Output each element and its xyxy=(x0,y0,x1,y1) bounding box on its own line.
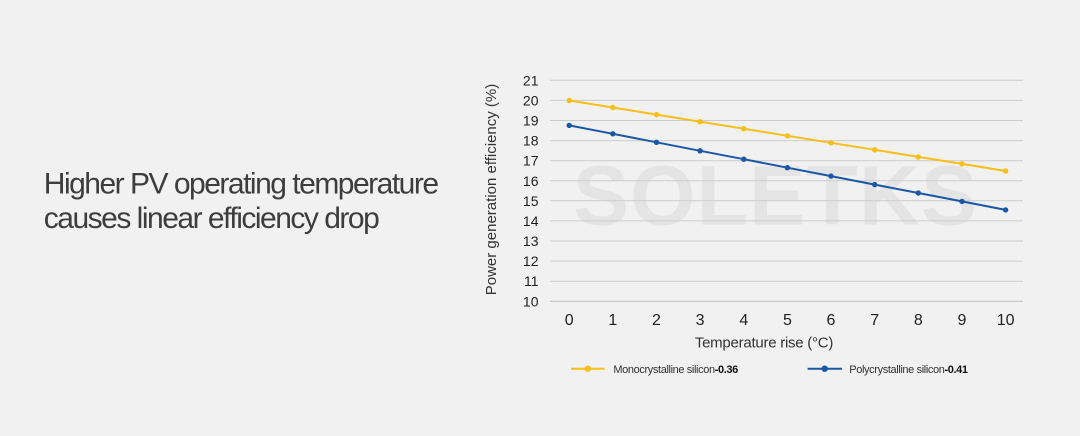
svg-text:Monocrystalline silicon-0.36: Monocrystalline silicon-0.36 xyxy=(613,364,738,376)
svg-text:Power generation efficiency (%: Power generation efficiency (%) xyxy=(483,84,500,296)
svg-text:7: 7 xyxy=(870,312,879,329)
svg-text:5: 5 xyxy=(783,312,792,329)
svg-text:16: 16 xyxy=(523,173,539,189)
svg-text:Higher PV operating temperatur: Higher PV operating temperature xyxy=(44,167,439,200)
svg-text:0: 0 xyxy=(565,312,574,329)
svg-text:20: 20 xyxy=(523,92,539,108)
svg-text:21: 21 xyxy=(523,72,539,88)
svg-text:10: 10 xyxy=(523,293,539,309)
svg-text:4: 4 xyxy=(739,312,748,329)
svg-text:12: 12 xyxy=(523,253,539,269)
svg-text:19: 19 xyxy=(523,113,539,129)
svg-text:9: 9 xyxy=(958,312,967,329)
svg-text:1: 1 xyxy=(608,312,617,329)
svg-text:8: 8 xyxy=(914,312,923,329)
svg-text:2: 2 xyxy=(652,312,661,329)
svg-text:Polycrystalline silicon-0.41: Polycrystalline silicon-0.41 xyxy=(849,364,968,376)
svg-text:causes linear efficiency drop: causes linear efficiency drop xyxy=(44,202,379,235)
svg-text:6: 6 xyxy=(827,312,836,329)
svg-text:SOLETKS: SOLETKS xyxy=(573,149,978,243)
svg-text:13: 13 xyxy=(523,233,539,249)
svg-text:11: 11 xyxy=(524,273,539,289)
svg-text:18: 18 xyxy=(523,133,539,149)
svg-text:Temperature rise (°C): Temperature rise (°C) xyxy=(695,335,834,352)
svg-text:15: 15 xyxy=(523,193,539,209)
svg-text:10: 10 xyxy=(997,312,1015,329)
svg-text:14: 14 xyxy=(523,213,539,229)
svg-text:3: 3 xyxy=(696,312,705,329)
svg-text:17: 17 xyxy=(523,153,539,169)
